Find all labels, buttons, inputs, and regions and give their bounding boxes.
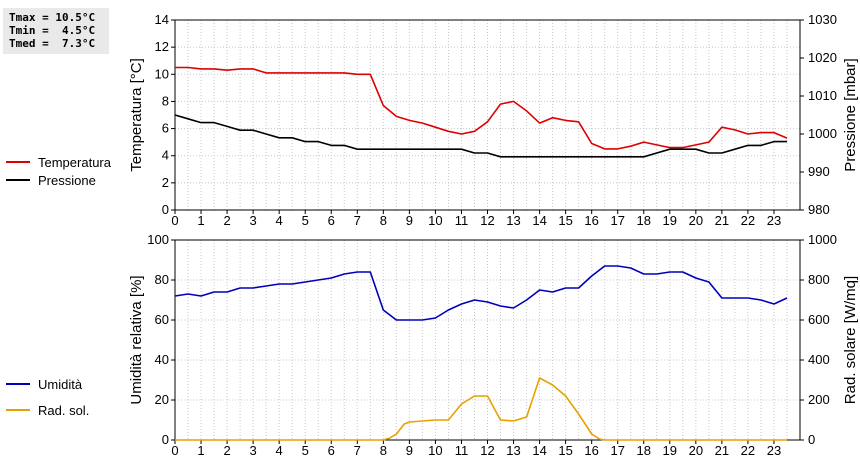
chart1-x-tick-label: 21 (715, 213, 729, 228)
chart1-x-tick-label: 11 (455, 213, 469, 228)
chart2-x-tick-label: 8 (380, 443, 387, 458)
chart2-x-tick-label: 5 (302, 443, 309, 458)
chart1-x-tick-label: 17 (610, 213, 624, 228)
chart2-yright-tick-label: 200 (808, 392, 830, 407)
chart1-x-tick-label: 8 (380, 213, 387, 228)
chart1-x-tick-label: 12 (480, 213, 494, 228)
chart1-x-tick-label: 6 (328, 213, 335, 228)
chart2-series-line-rad-sol (175, 377, 787, 441)
chart1-yleft-tick-label: 14 (155, 12, 169, 27)
chart1-ylabel-left: Temperatura [°C] (128, 58, 145, 172)
chart2-x-tick-label: 7 (354, 443, 361, 458)
chart2-x-tick-label: 4 (276, 443, 283, 458)
chart1-x-tick-label: 9 (406, 213, 413, 228)
chart2-ylabel-left: Umidità relativa [%] (128, 275, 145, 404)
chart1-x-tick-label: 22 (741, 213, 755, 228)
chart1-yleft-tick-label: 6 (162, 121, 169, 136)
chart1-plot-area (175, 20, 800, 210)
chart2-yright-tick-label: 1000 (808, 232, 837, 247)
chart2-x-tick-label: 9 (406, 443, 413, 458)
tmin-text: Tmin = 4.5°C (9, 24, 96, 37)
chart1-x-tick-label: 0 (171, 213, 178, 228)
chart1-yleft-tick-label: 4 (162, 148, 169, 163)
chart1-x-tick-label: 18 (637, 213, 651, 228)
chart1-x-tick-label: 10 (428, 213, 442, 228)
chart1-legend-label-temperatura: Temperatura (38, 155, 112, 170)
chart1-yright-tick-label: 1020 (808, 50, 837, 65)
chart2-x-tick-label: 13 (506, 443, 520, 458)
chart1-legend-label-pressione: Pressione (38, 173, 96, 188)
chart2-series-line-umidit (174, 265, 788, 321)
chart2-x-tick-label: 18 (637, 443, 651, 458)
chart2-x-tick-label: 6 (328, 443, 335, 458)
chart1-yright-tick-label: 980 (808, 202, 830, 217)
chart1-x-tick-label: 16 (584, 213, 598, 228)
tmax-text: Tmax = 10.5°C (9, 11, 96, 24)
chart2-legend-label-rad-sol: Rad. sol. (38, 403, 89, 418)
chart2-yleft-tick-label: 60 (155, 312, 169, 327)
chart1-x-tick-label: 23 (767, 213, 781, 228)
chart1-series-line-temperatura (175, 66, 788, 150)
chart1-x-tick-label: 5 (302, 213, 309, 228)
chart2-x-tick-label: 22 (741, 443, 755, 458)
chart2-x-tick-label: 15 (558, 443, 572, 458)
chart1-x-tick-label: 1 (197, 213, 204, 228)
chart2-yleft-tick-label: 40 (155, 352, 169, 367)
chart2-x-tick-label: 21 (715, 443, 729, 458)
chart2-yleft-tick-label: 20 (155, 392, 169, 407)
chart1-yleft-tick-label: 10 (155, 66, 169, 81)
chart2-x-tick-label: 3 (250, 443, 257, 458)
chart2-x-tick-label: 0 (171, 443, 178, 458)
chart2-x-tick-label: 10 (428, 443, 442, 458)
chart2-x-tick-label: 16 (584, 443, 598, 458)
chart2-x-tick-label: 1 (197, 443, 204, 458)
chart2-x-tick-label: 14 (532, 443, 546, 458)
chart1-x-tick-label: 13 (506, 213, 520, 228)
chart1-yright-tick-label: 990 (808, 164, 830, 179)
chart1-series-line-pressione (174, 114, 787, 158)
chart2-yleft-tick-label: 100 (147, 232, 169, 247)
chart1-x-tick-label: 20 (689, 213, 703, 228)
chart2-yleft-tick-label: 80 (155, 272, 169, 287)
chart1-ylabel-right: Pressione [mbar] (842, 58, 859, 171)
chart2-yright-tick-label: 400 (808, 352, 830, 367)
chart2-x-tick-label: 19 (663, 443, 677, 458)
chart1-yleft-tick-label: 0 (162, 202, 169, 217)
chart2-ylabel-right: Rad. solare [W/mq] (842, 276, 859, 404)
chart2-x-tick-label: 20 (689, 443, 703, 458)
chart1-x-tick-label: 14 (532, 213, 546, 228)
chart2-x-tick-label: 17 (610, 443, 624, 458)
chart2-legend-label-umidit: Umidità (38, 377, 83, 392)
chart1-x-tick-label: 19 (663, 213, 677, 228)
chart2-x-tick-label: 23 (767, 443, 781, 458)
chart1-yright-tick-label: 1000 (808, 126, 837, 141)
chart2-x-tick-label: 12 (480, 443, 494, 458)
tmed-text: Tmed = 7.3°C (9, 37, 96, 50)
chart2-yright-tick-label: 0 (808, 432, 815, 447)
chart1-yright-tick-label: 1030 (808, 12, 837, 27)
chart1-x-tick-label: 2 (223, 213, 230, 228)
chart1-x-tick-label: 7 (354, 213, 361, 228)
chart2-yright-tick-label: 600 (808, 312, 830, 327)
chart2-x-tick-label: 11 (455, 443, 469, 458)
chart2-yright-tick-label: 800 (808, 272, 830, 287)
chart2-x-tick-label: 2 (223, 443, 230, 458)
chart2-yleft-tick-label: 0 (162, 432, 169, 447)
chart1-yleft-tick-label: 12 (155, 39, 169, 54)
stats-box: Tmax = 10.5°C Tmin = 4.5°C Tmed = 7.3°C (3, 8, 109, 54)
chart1-yright-tick-label: 1010 (808, 88, 837, 103)
chart1-yleft-tick-label: 8 (162, 93, 169, 108)
chart1-yleft-tick-label: 2 (162, 175, 169, 190)
chart1-x-tick-label: 4 (276, 213, 283, 228)
chart1-x-tick-label: 15 (558, 213, 572, 228)
chart1-x-tick-label: 3 (250, 213, 257, 228)
